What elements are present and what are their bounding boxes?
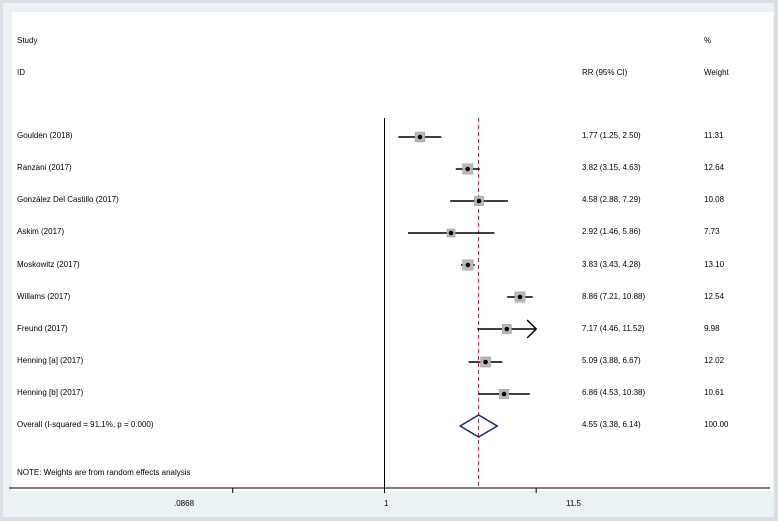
overall-label: Overall (I-squared = 91.1%, p = 0.000) [17, 420, 154, 429]
study-label: Ranzani (2017) [17, 163, 72, 172]
study-label: Moskowitz (2017) [17, 260, 80, 269]
study-ci-text: 6.86 (4.53, 10.38) [582, 388, 646, 397]
study-ci-text: 3.83 (3.43, 4.28) [582, 260, 641, 269]
weights-note: NOTE: Weights are from random effects an… [17, 468, 191, 477]
graph-frame [3, 3, 774, 517]
study-ci-text: 4.58 (2.88, 7.29) [582, 195, 641, 204]
point-estimate [465, 262, 471, 268]
study-weight: 12.02 [704, 356, 725, 365]
header-study: Study [17, 36, 38, 45]
header-id: ID [17, 68, 25, 77]
point-estimate [448, 230, 454, 236]
study-label: Goulden (2018) [17, 131, 73, 140]
study-weight: 12.64 [704, 163, 725, 172]
study-ci-text: 3.82 (3.15, 4.63) [582, 163, 641, 172]
study-label: Askim (2017) [17, 227, 65, 236]
point-estimate [517, 294, 523, 300]
header-rr-ci: RR (95% CI) [582, 68, 628, 77]
ci-arrow [526, 319, 538, 339]
point-estimate [504, 326, 510, 332]
overall-ci-text: 4.55 (3.38, 6.14) [582, 420, 641, 429]
header-percent: % [704, 36, 712, 45]
point-estimate [483, 359, 488, 365]
study-ci-text: 7.17 (4.46, 11.52) [582, 324, 645, 333]
study-label: Henning [a] (2017) [17, 356, 84, 365]
study-weight: 7.73 [704, 227, 720, 236]
study-ci-text: 1.77 (1.25, 2.50) [582, 131, 641, 140]
point-estimate [417, 134, 423, 140]
study-weight: 10.61 [704, 388, 725, 397]
study-weight: 9.98 [704, 324, 720, 333]
study-ci-text: 8.86 (7.21, 10.88) [582, 292, 646, 301]
header-weight: Weight [704, 68, 729, 77]
plot-region [12, 12, 773, 491]
point-estimate [476, 198, 482, 204]
x-tick-label: .0868 [174, 499, 195, 508]
study-weight: 12.54 [704, 292, 725, 301]
overall-weight: 100.00 [704, 420, 729, 429]
x-tick-label: 1 [384, 499, 389, 508]
study-weight: 10.08 [704, 195, 725, 204]
study-ci-text: 5.09 (3.88, 6.67) [582, 356, 641, 365]
study-weight: 11.31 [704, 131, 724, 140]
overall-diamond [458, 414, 499, 438]
point-estimate [465, 166, 471, 172]
study-label: González Del Castillo (2017) [17, 195, 119, 204]
point-estimate [501, 391, 507, 397]
study-label: Willams (2017) [17, 292, 71, 301]
study-weight: 13.10 [704, 260, 725, 269]
study-ci-text: 2.92 (1.46, 5.86) [582, 227, 641, 236]
study-label: Henning [b] (2017) [17, 388, 84, 397]
x-tick-label: 11.5 [566, 499, 581, 508]
study-label: Freund (2017) [17, 324, 68, 333]
